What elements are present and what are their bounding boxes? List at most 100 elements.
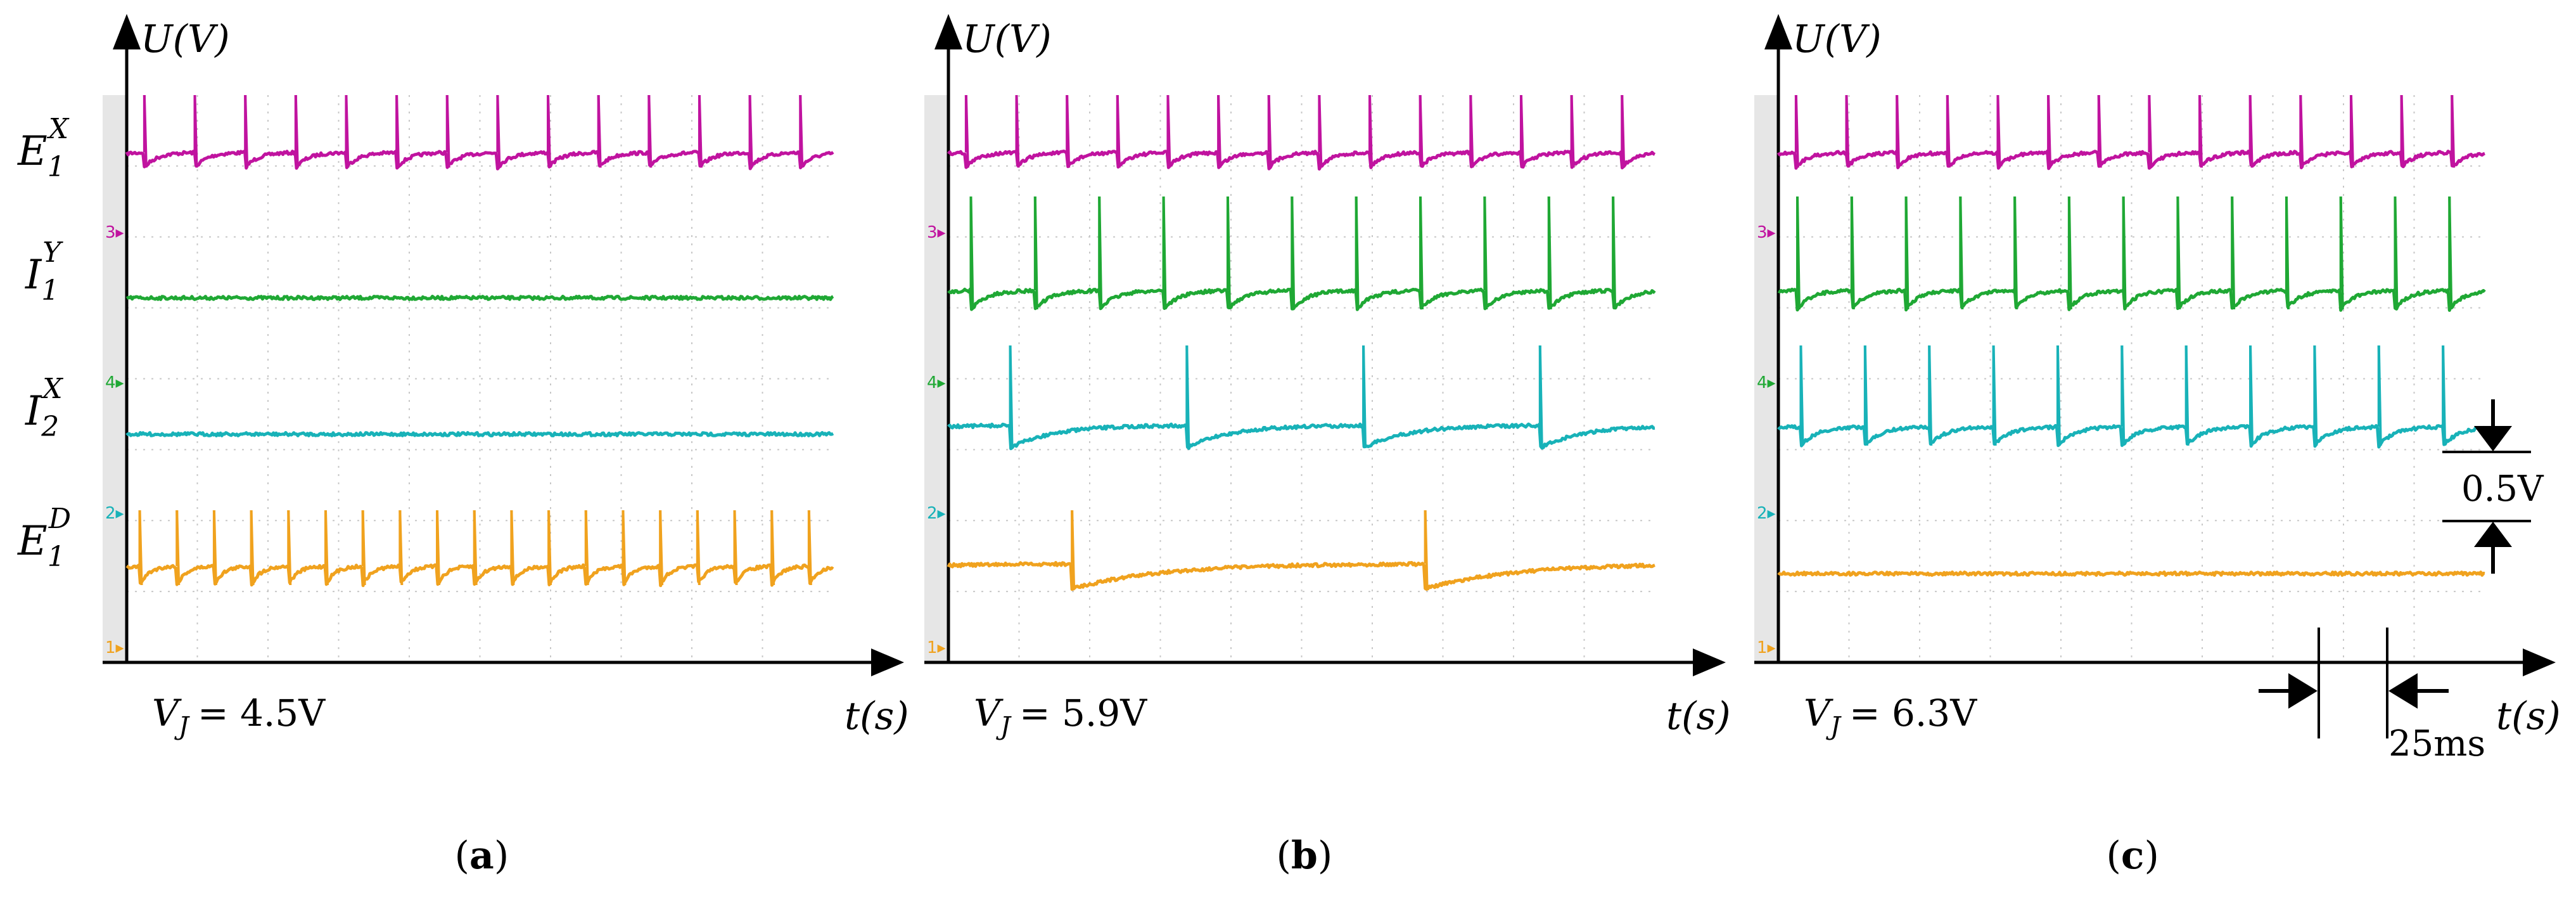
spike-drop-e1x xyxy=(698,94,703,168)
row-label-e1d: E1D xyxy=(17,503,71,573)
time-scale-label: 25ms xyxy=(2388,723,2485,764)
spike-drop-i2x xyxy=(1992,345,1997,446)
spike-drop-e1d xyxy=(473,510,478,586)
spike-drop-e1x xyxy=(2451,94,2456,168)
spike-drop-e1x xyxy=(1896,94,1901,168)
spike-drop-i2x xyxy=(2120,345,2126,446)
spike-drop-i1y xyxy=(1033,196,1038,310)
spike-drop-i2x xyxy=(1538,345,1543,448)
spike-drop-e1x xyxy=(345,94,350,168)
spike-drop-i1y xyxy=(1355,196,1360,310)
trace-e1x xyxy=(1776,150,2485,171)
spike-drop-i1y xyxy=(2231,196,2236,310)
spike-drop-e1d xyxy=(1424,510,1429,590)
spike-drop-e1x xyxy=(2299,94,2304,168)
spike-drop-e1x xyxy=(1469,94,1474,168)
spike-drop-e1x xyxy=(1066,94,1071,168)
volt-arrow-up-head xyxy=(2474,522,2512,547)
spike-drop-i1y xyxy=(1226,196,1231,310)
panel-caption: (b) xyxy=(1277,834,1333,878)
spike-drop-e1x xyxy=(964,94,969,168)
spike-drop-e1x xyxy=(799,94,804,168)
spike-drop-e1x xyxy=(2097,94,2102,168)
trace-e1d xyxy=(125,563,834,588)
spike-drop-e1x xyxy=(748,94,753,168)
scope-left-strip xyxy=(103,95,127,662)
spike-drop-e1x xyxy=(647,94,653,168)
y-axis-label: U(V) xyxy=(962,17,1052,61)
spike-drop-i2x xyxy=(2249,345,2254,446)
trace-e1d xyxy=(947,561,1655,591)
volt-arrow-down-head xyxy=(2474,426,2512,451)
spike-drop-e1x xyxy=(1116,94,1121,168)
spike-drop-e1d xyxy=(138,510,143,586)
spike-drop-e1x xyxy=(1267,94,1272,168)
spike-drop-e1x xyxy=(1318,94,1323,168)
channel-marker: 4▸ xyxy=(927,373,946,392)
channel-marker: 3▸ xyxy=(105,223,124,242)
spike-drop-i1y xyxy=(2285,196,2290,310)
condition-label: VJ = 4.5V xyxy=(152,692,326,741)
x-axis-arrow xyxy=(871,648,904,676)
spike-drop-e1x xyxy=(2400,94,2405,168)
x-axis-label: t(s) xyxy=(1666,694,1731,738)
spike-drop-i2x xyxy=(2442,345,2447,446)
spike-drop-i1y xyxy=(1419,196,1424,310)
condition-label: VJ = 5.9V xyxy=(974,692,1147,741)
channel-marker: 2▸ xyxy=(105,504,124,523)
spike-drop-e1d xyxy=(436,510,441,586)
y-axis-arrow xyxy=(1764,14,1792,49)
spike-drop-e1d xyxy=(212,510,217,586)
trace-i2x xyxy=(1777,423,2486,449)
spike-drop-e1x xyxy=(1570,94,1575,168)
row-label-i1y: I1Y xyxy=(25,236,63,307)
spike-drop-e1d xyxy=(547,510,552,586)
spike-drop-e1d xyxy=(770,510,775,586)
spike-drop-i1y xyxy=(2176,196,2181,310)
spike-drop-e1x xyxy=(496,94,501,168)
spike-drop-i1y xyxy=(2394,196,2399,310)
trace-i2x xyxy=(125,431,834,437)
spike-drop-e1d xyxy=(324,510,329,586)
y-axis-label: U(V) xyxy=(1792,17,1882,61)
panels-layer: U(V) t(s) VJ = 4.5V 3▸ 4▸ 2▸ 1▸ (a) U(V) t(s) VJ = 5… xyxy=(103,14,2561,878)
spike-drop-e1x xyxy=(1794,94,1799,168)
spike-drop-i1y xyxy=(1098,196,1103,310)
x-axis-arrow xyxy=(2523,648,2556,676)
spike-drop-i2x xyxy=(1863,345,1868,446)
time-arrow-right-head xyxy=(2288,673,2318,709)
spike-drop-e1x xyxy=(2148,94,2153,168)
scope-left-strip xyxy=(1754,95,1778,662)
spike-drop-e1d xyxy=(584,510,589,586)
scale-annotation: 0.5V 25ms xyxy=(2259,399,2544,764)
trace-e1x xyxy=(125,150,834,171)
spike-drop-i1y xyxy=(1483,196,1488,310)
trace-i1y xyxy=(125,295,834,301)
panel-b: U(V) t(s) VJ = 5.9V 3▸ 4▸ 2▸ 1▸ (b) xyxy=(924,14,1731,878)
channel-marker: 4▸ xyxy=(1757,373,1776,392)
spike-drop-i2x xyxy=(1009,345,1014,448)
volt-scale-label: 0.5V xyxy=(2461,468,2544,510)
channel-marker: 1▸ xyxy=(927,638,946,657)
condition-label: VJ = 6.3V xyxy=(1804,692,1977,741)
spike-drop-e1x xyxy=(1621,94,1626,168)
trace-i2x xyxy=(947,422,1655,451)
row-label-e1x: E1X xyxy=(17,113,70,183)
x-axis-arrow xyxy=(1693,648,1726,676)
spike-drop-e1d xyxy=(175,510,181,586)
panel-caption: (c) xyxy=(2107,834,2159,878)
scope-left-strip xyxy=(924,95,948,662)
spike-drop-e1x xyxy=(294,94,299,168)
spike-drop-i1y xyxy=(1547,196,1552,310)
spike-drop-i1y xyxy=(1162,196,1167,310)
trace-i1y xyxy=(1777,287,2486,312)
spike-drop-e1x xyxy=(143,94,148,168)
channel-marker: 4▸ xyxy=(105,373,124,392)
spike-drop-i2x xyxy=(2377,345,2382,446)
panel-a: U(V) t(s) VJ = 4.5V 3▸ 4▸ 2▸ 1▸ (a) xyxy=(103,14,909,878)
y-axis-label: U(V) xyxy=(141,17,230,61)
spike-drop-e1x xyxy=(597,94,602,168)
spike-drop-e1x xyxy=(1419,94,1424,168)
spike-drop-e1x xyxy=(2248,94,2254,168)
spike-drop-e1d xyxy=(659,510,664,586)
